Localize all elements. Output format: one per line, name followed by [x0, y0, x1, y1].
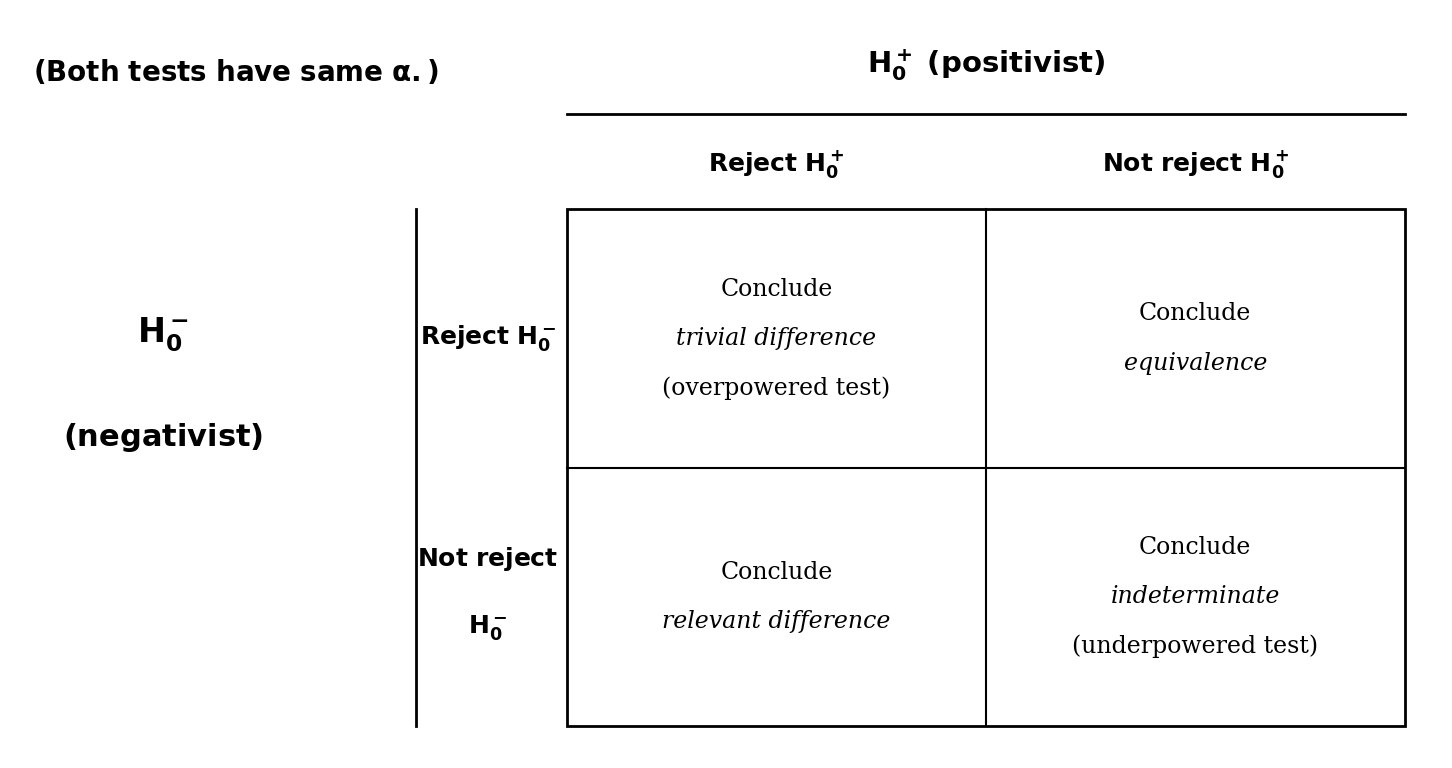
Text: indeterminate: indeterminate	[1111, 585, 1279, 608]
Text: Conclude: Conclude	[1138, 536, 1252, 559]
Text: relevant difference: relevant difference	[662, 610, 890, 633]
Text: trivial difference: trivial difference	[677, 327, 877, 350]
Text: $\mathbf{(Both\ tests\ have\ same\ \alpha.)}$: $\mathbf{(Both\ tests\ have\ same\ \alph…	[33, 58, 439, 87]
Text: $\mathbf{H_0^+\ (positivist)}$: $\mathbf{H_0^+\ (positivist)}$	[867, 47, 1105, 83]
Text: $\mathbf{Not\ reject}$: $\mathbf{Not\ reject}$	[417, 545, 559, 573]
Text: Conclude: Conclude	[720, 561, 832, 584]
Text: $\mathbf{H_0^-}$: $\mathbf{H_0^-}$	[468, 613, 508, 641]
Bar	[568, 209, 1404, 726]
Text: $\mathbf{(negativist)}$: $\mathbf{(negativist)}$	[62, 421, 263, 454]
Text: (overpowered test): (overpowered test)	[662, 376, 890, 399]
Text: (underpowered test): (underpowered test)	[1072, 634, 1318, 658]
Text: $\mathbf{Not\ reject\ H_0^+}$: $\mathbf{Not\ reject\ H_0^+}$	[1102, 147, 1289, 180]
Text: Conclude: Conclude	[1138, 303, 1252, 325]
Text: $\mathbf{H_0^-}$: $\mathbf{H_0^-}$	[136, 316, 189, 354]
Text: $\mathbf{Reject\ H_0^+}$: $\mathbf{Reject\ H_0^+}$	[709, 147, 845, 180]
Text: equivalence: equivalence	[1124, 352, 1268, 375]
Text: Conclude: Conclude	[720, 277, 832, 300]
Text: $\mathbf{Reject\ H_0^-}$: $\mathbf{Reject\ H_0^-}$	[420, 323, 556, 353]
